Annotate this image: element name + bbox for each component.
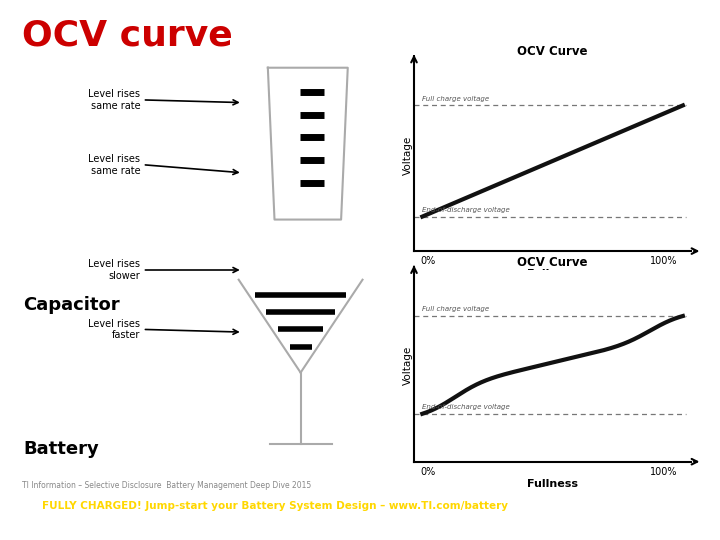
Text: FULLY CHARGED! Jump-start your Battery System Design – www.TI.com/battery: FULLY CHARGED! Jump-start your Battery S… xyxy=(42,501,508,511)
Title: OCV Curve: OCV Curve xyxy=(518,256,588,269)
Y-axis label: Voltage: Voltage xyxy=(402,136,413,175)
Text: Full charge voltage: Full charge voltage xyxy=(423,306,490,312)
Text: Battery: Battery xyxy=(23,440,99,458)
Text: Level rises
same rate: Level rises same rate xyxy=(89,89,140,111)
Text: End-of-discharge voltage: End-of-discharge voltage xyxy=(423,207,510,213)
Text: Full charge voltage: Full charge voltage xyxy=(423,96,490,102)
Text: TI Information – Selective Disclosure  Battery Management Deep Dive 2015: TI Information – Selective Disclosure Ba… xyxy=(22,481,311,490)
X-axis label: Fullness: Fullness xyxy=(527,269,578,279)
Text: TEXAS: TEXAS xyxy=(593,503,628,514)
Text: End-of-discharge voltage: End-of-discharge voltage xyxy=(423,404,510,410)
Title: OCV Curve: OCV Curve xyxy=(518,45,588,58)
Text: Level rises
slower: Level rises slower xyxy=(89,259,140,281)
Text: OCV curve: OCV curve xyxy=(22,19,233,53)
Text: INSTRUMENTS: INSTRUMENTS xyxy=(579,518,642,527)
X-axis label: Fullness: Fullness xyxy=(527,480,578,489)
Text: Capacitor: Capacitor xyxy=(23,296,120,314)
Y-axis label: Voltage: Voltage xyxy=(402,346,413,386)
Text: • Expert Solutions  • Easy-to-use  • Robust Design Tools  • Innovative Products: • Expert Solutions • Easy-to-use • Robus… xyxy=(42,520,373,529)
Text: Level rises
faster: Level rises faster xyxy=(89,319,140,340)
Text: Level rises
same rate: Level rises same rate xyxy=(89,154,140,176)
